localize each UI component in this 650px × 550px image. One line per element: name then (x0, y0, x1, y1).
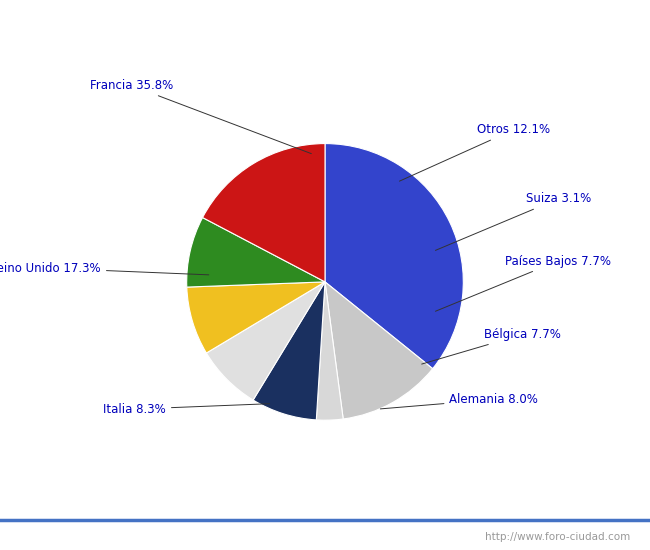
Text: http://www.foro-ciudad.com: http://www.foro-ciudad.com (486, 532, 630, 542)
Text: Reino Unido 17.3%: Reino Unido 17.3% (0, 262, 209, 275)
Text: Suiza 3.1%: Suiza 3.1% (436, 192, 591, 250)
Text: Otros 12.1%: Otros 12.1% (400, 123, 551, 181)
Wedge shape (317, 282, 343, 420)
Text: Vélez-Rubio - Turistas extranjeros según país - Agosto de 2024: Vélez-Rubio - Turistas extranjeros según… (96, 15, 554, 31)
Text: Italia 8.3%: Italia 8.3% (103, 403, 270, 416)
Text: Países Bajos 7.7%: Países Bajos 7.7% (436, 255, 611, 311)
Wedge shape (325, 282, 433, 419)
Wedge shape (207, 282, 325, 400)
Text: Bélgica 7.7%: Bélgica 7.7% (422, 328, 561, 364)
Wedge shape (253, 282, 325, 420)
Wedge shape (325, 144, 463, 368)
Wedge shape (187, 282, 325, 353)
Text: Alemania 8.0%: Alemania 8.0% (380, 393, 538, 409)
Text: Francia 35.8%: Francia 35.8% (90, 79, 311, 153)
Wedge shape (187, 218, 325, 287)
Wedge shape (203, 144, 325, 282)
